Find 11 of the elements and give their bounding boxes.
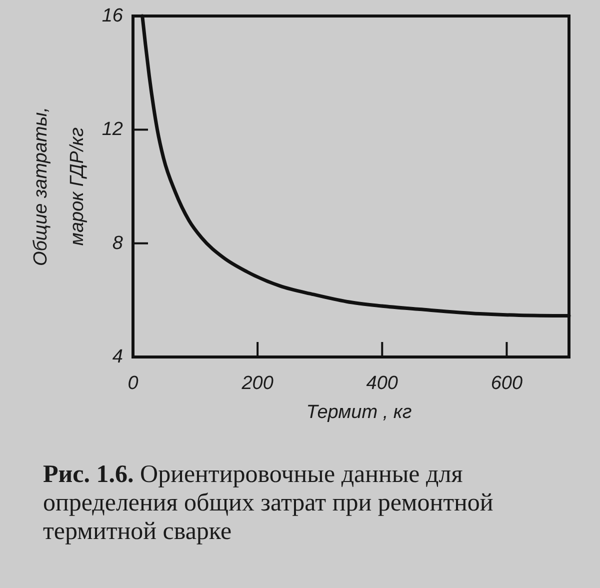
y-tick-label: 16: [102, 6, 124, 26]
x-tick-label: 200: [240, 373, 274, 394]
y-tick-label: 8: [112, 232, 124, 254]
text: Рис. 1.6. Ориентировочные данные для определения общих затрат при ремонтной термитной сварке: [43, 461, 494, 545]
y-tick-label: 12: [102, 119, 124, 140]
y-axis-title: Общие затраты, марок ГДР/кг: [30, 106, 88, 266]
x-axis-title: Термит , кг: [306, 402, 412, 423]
x-tick-label: 0: [128, 373, 139, 394]
y-tick-label: 4: [112, 346, 123, 368]
x-tick-label: 600: [490, 373, 523, 394]
x-tick-label: 400: [366, 373, 398, 394]
